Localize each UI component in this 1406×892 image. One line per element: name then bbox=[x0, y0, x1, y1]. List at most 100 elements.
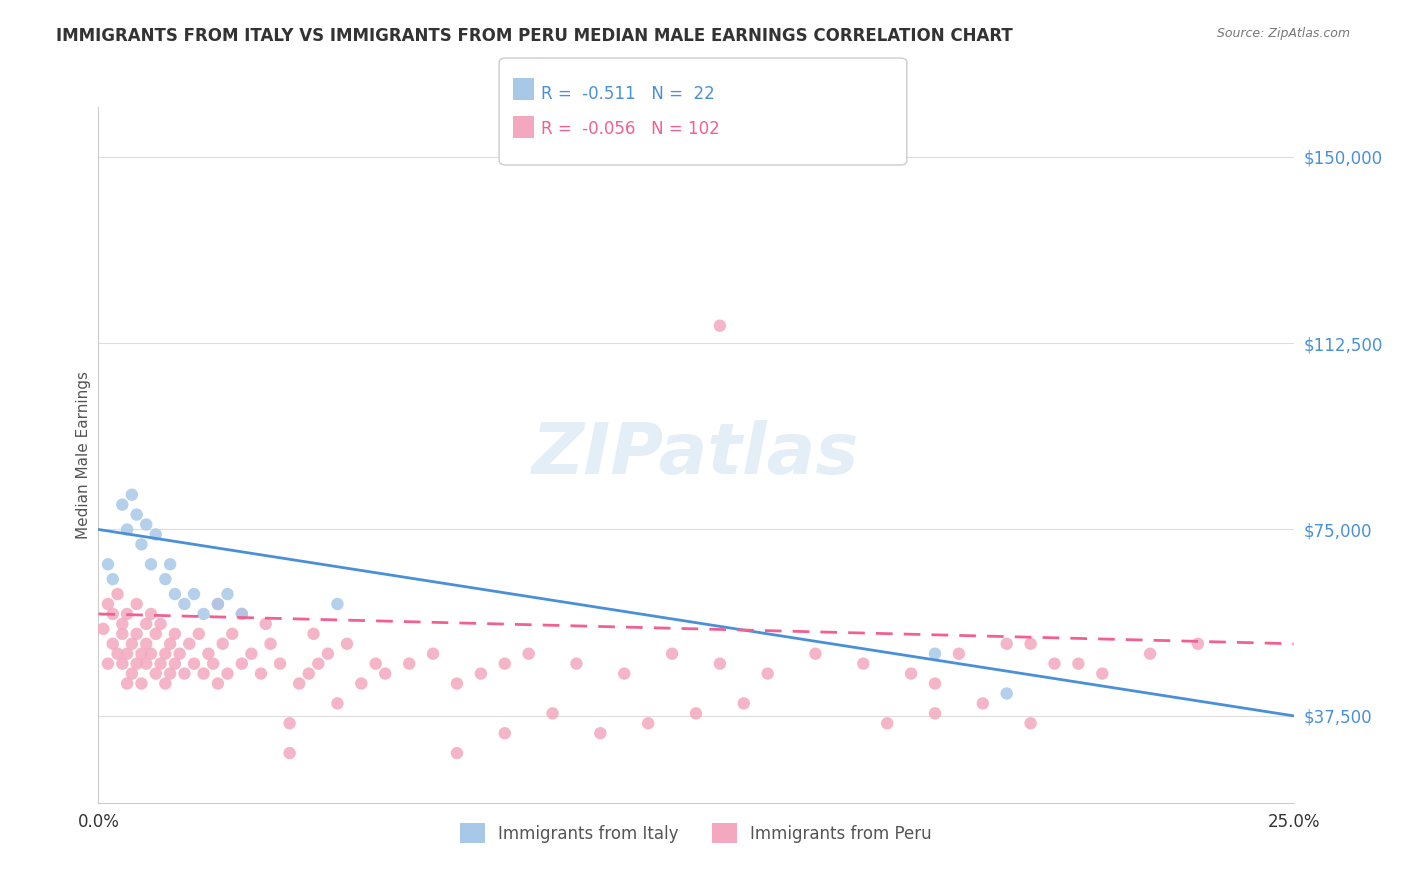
Point bbox=[269, 657, 291, 671]
Text: IMMIGRANTS FROM ITALY VS IMMIGRANTS FROM PERU MEDIAN MALE EARNINGS CORRELATION C: IMMIGRANTS FROM ITALY VS IMMIGRANTS FROM… bbox=[56, 27, 1012, 45]
Point bbox=[155, 647, 177, 661]
Point bbox=[163, 587, 186, 601]
Point bbox=[97, 657, 120, 671]
Point bbox=[1187, 637, 1209, 651]
Point bbox=[115, 647, 138, 661]
Point bbox=[1067, 657, 1090, 671]
Point bbox=[97, 558, 120, 572]
Point bbox=[1139, 647, 1161, 661]
Point bbox=[115, 523, 138, 537]
Legend: Immigrants from Italy, Immigrants from Peru: Immigrants from Italy, Immigrants from P… bbox=[453, 816, 939, 850]
Point bbox=[995, 686, 1018, 700]
Text: Source: ZipAtlas.com: Source: ZipAtlas.com bbox=[1216, 27, 1350, 40]
Y-axis label: Median Male Earnings: Median Male Earnings bbox=[76, 371, 91, 539]
Point bbox=[221, 627, 243, 641]
Point bbox=[364, 657, 387, 671]
Point bbox=[326, 697, 349, 711]
Point bbox=[733, 697, 755, 711]
Point bbox=[197, 647, 219, 661]
Point bbox=[111, 616, 134, 631]
Point bbox=[494, 657, 516, 671]
Point bbox=[1019, 716, 1042, 731]
Point bbox=[207, 676, 229, 690]
Text: R =  -0.511   N =  22: R = -0.511 N = 22 bbox=[541, 85, 716, 103]
Point bbox=[924, 676, 946, 690]
Point bbox=[173, 666, 195, 681]
Point bbox=[111, 627, 134, 641]
Point bbox=[1091, 666, 1114, 681]
Point bbox=[231, 607, 253, 621]
Point bbox=[121, 666, 143, 681]
Point bbox=[207, 597, 229, 611]
Point bbox=[183, 657, 205, 671]
Point bbox=[517, 647, 540, 661]
Point bbox=[111, 657, 134, 671]
Point bbox=[111, 498, 134, 512]
Point bbox=[1043, 657, 1066, 671]
Point bbox=[804, 647, 827, 661]
Point bbox=[446, 676, 468, 690]
Point bbox=[250, 666, 273, 681]
Point bbox=[131, 676, 153, 690]
Point bbox=[101, 637, 124, 651]
Point bbox=[202, 657, 225, 671]
Point bbox=[115, 676, 138, 690]
Point bbox=[1019, 637, 1042, 651]
Point bbox=[125, 508, 148, 522]
Point bbox=[307, 657, 329, 671]
Point bbox=[278, 716, 301, 731]
Point bbox=[131, 537, 153, 551]
Point bbox=[924, 647, 946, 661]
Point bbox=[422, 647, 444, 661]
Point bbox=[125, 627, 148, 641]
Point bbox=[398, 657, 420, 671]
Point bbox=[107, 647, 129, 661]
Point bbox=[217, 666, 239, 681]
Point bbox=[231, 607, 253, 621]
Point bbox=[446, 746, 468, 760]
Point bbox=[135, 657, 157, 671]
Point bbox=[91, 622, 114, 636]
Point bbox=[159, 637, 181, 651]
Text: R =  -0.056   N = 102: R = -0.056 N = 102 bbox=[541, 120, 720, 138]
Point bbox=[350, 676, 373, 690]
Point bbox=[155, 572, 177, 586]
Point bbox=[470, 666, 492, 681]
Point bbox=[187, 627, 209, 641]
Point bbox=[173, 597, 195, 611]
Point bbox=[125, 657, 148, 671]
Point bbox=[972, 697, 994, 711]
Point bbox=[193, 607, 215, 621]
Point bbox=[288, 676, 311, 690]
Point bbox=[900, 666, 922, 681]
Point bbox=[135, 616, 157, 631]
Point bbox=[145, 666, 167, 681]
Point bbox=[709, 657, 731, 671]
Point bbox=[135, 637, 157, 651]
Point bbox=[101, 607, 124, 621]
Point bbox=[139, 558, 162, 572]
Point bbox=[115, 607, 138, 621]
Point bbox=[107, 587, 129, 601]
Point bbox=[259, 637, 281, 651]
Point bbox=[326, 597, 349, 611]
Point bbox=[163, 627, 186, 641]
Point bbox=[97, 597, 120, 611]
Point bbox=[121, 488, 143, 502]
Point bbox=[169, 647, 191, 661]
Point bbox=[159, 558, 181, 572]
Point bbox=[149, 657, 172, 671]
Point bbox=[163, 657, 186, 671]
Point bbox=[948, 647, 970, 661]
Point bbox=[193, 666, 215, 681]
Point bbox=[302, 627, 325, 641]
Point bbox=[924, 706, 946, 721]
Point bbox=[685, 706, 707, 721]
Point bbox=[139, 607, 162, 621]
Point bbox=[254, 616, 277, 631]
Point bbox=[179, 637, 201, 651]
Text: ZIPatlas: ZIPatlas bbox=[533, 420, 859, 490]
Point bbox=[211, 637, 233, 651]
Point bbox=[565, 657, 588, 671]
Point bbox=[231, 657, 253, 671]
